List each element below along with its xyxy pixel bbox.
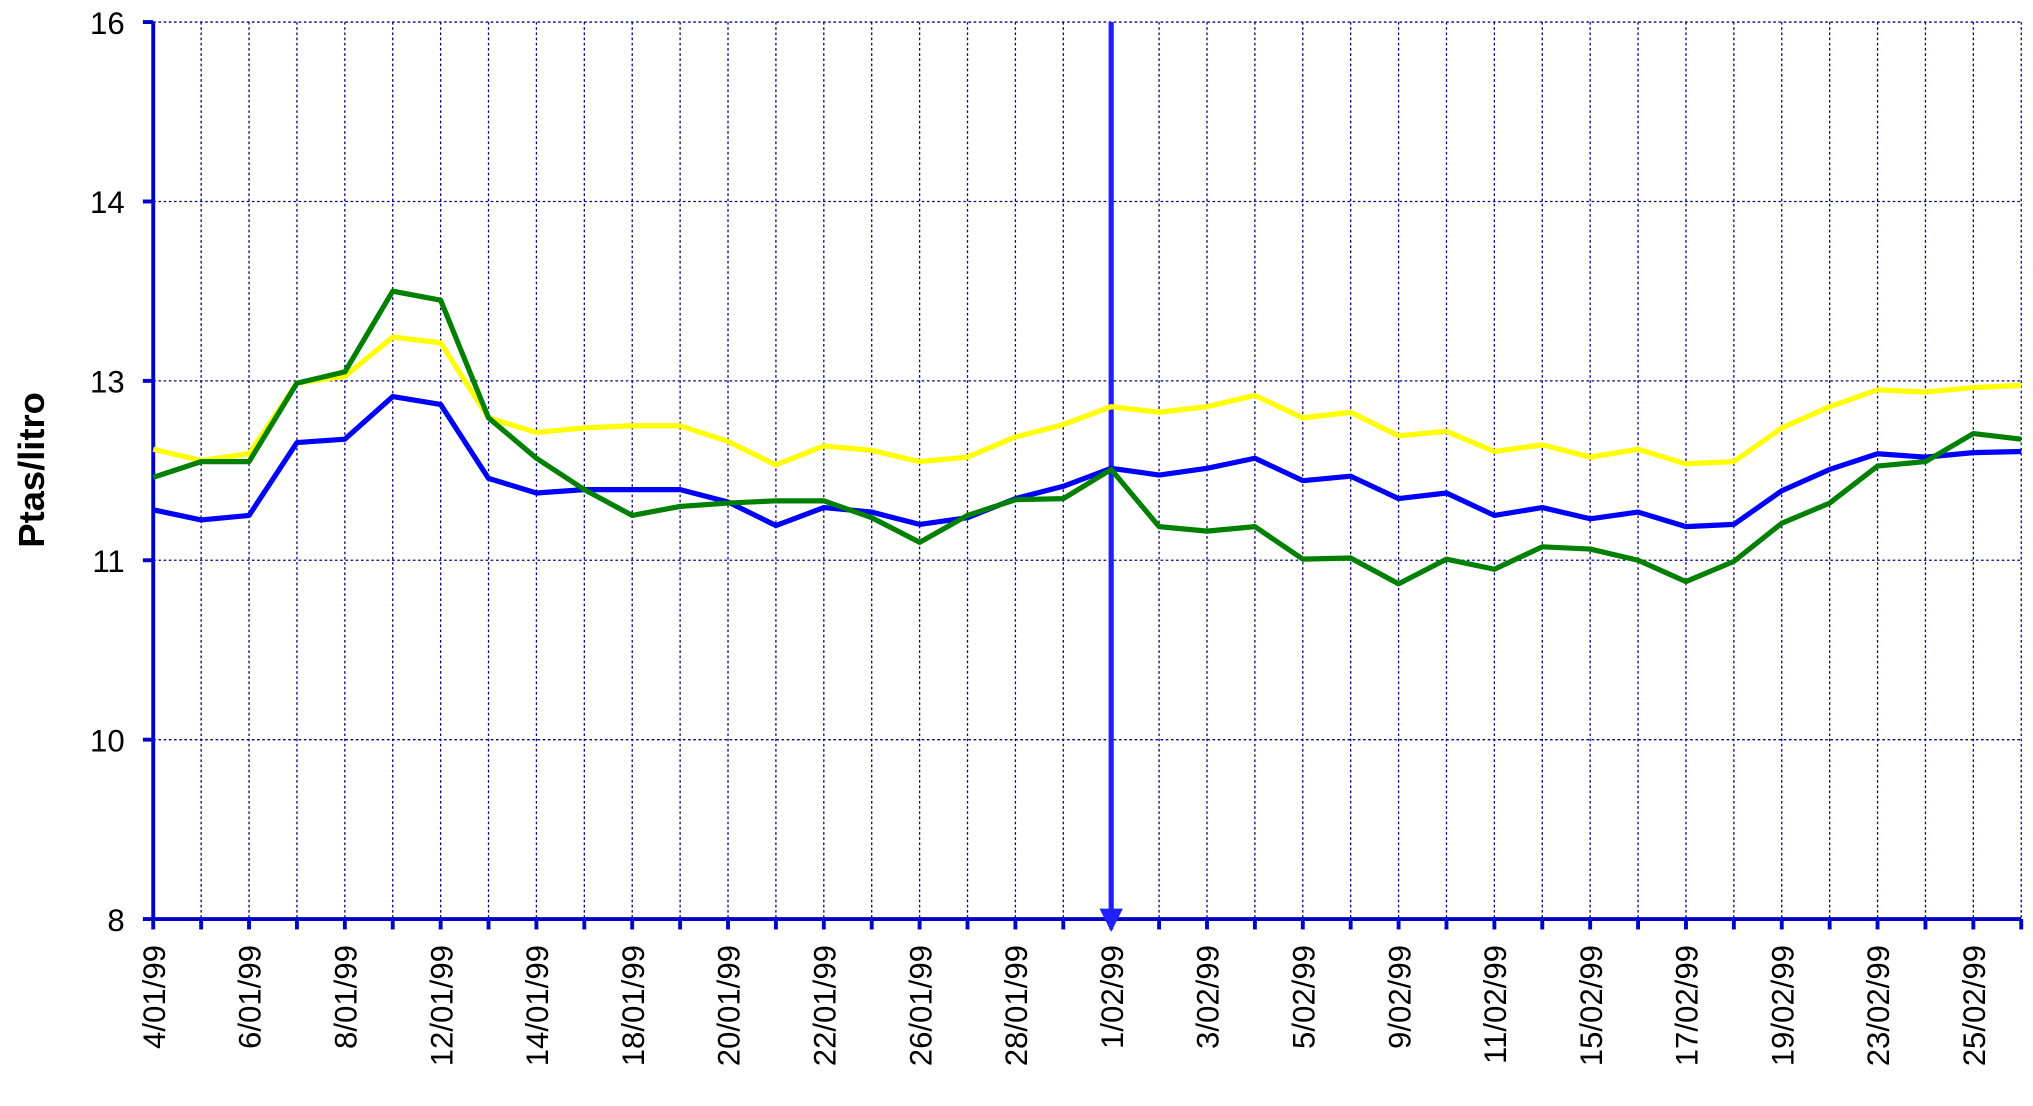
y-tick-label: 11 xyxy=(92,544,124,579)
x-tick-label: 3/02/99 xyxy=(1191,945,1226,1049)
series-line xyxy=(152,288,2022,587)
x-tick-label: 8/01/99 xyxy=(329,945,364,1049)
x-tick-label: 14/01/99 xyxy=(520,945,555,1066)
x-tick-label: 18/01/99 xyxy=(616,945,651,1066)
x-tick-label: 1/02/99 xyxy=(1095,945,1130,1049)
y-tick-label: 16 xyxy=(90,6,125,41)
x-tick-label: 5/02/99 xyxy=(1286,945,1321,1049)
x-tick-label: 15/02/99 xyxy=(1574,945,1609,1066)
y-axis-label: Ptas/litro xyxy=(11,392,52,547)
y-tick-label: 13 xyxy=(90,365,125,400)
y-tick-label: 8 xyxy=(107,903,124,938)
x-tick-label: 23/02/99 xyxy=(1861,945,1896,1066)
x-tick-label: 17/02/99 xyxy=(1670,945,1705,1066)
x-tick-label: 25/02/99 xyxy=(1957,945,1992,1066)
x-tick-label: 9/02/99 xyxy=(1382,945,1417,1049)
x-tick-label: 19/02/99 xyxy=(1765,945,1800,1066)
series-line xyxy=(152,393,2022,530)
marker-arrowhead xyxy=(1099,908,1123,933)
y-tick-label: 10 xyxy=(90,723,125,758)
x-tick-label: 6/01/99 xyxy=(233,945,268,1049)
x-tick-label: 28/01/99 xyxy=(999,945,1034,1066)
x-tick-label: 12/01/99 xyxy=(424,945,459,1066)
x-tick-label: 4/01/99 xyxy=(137,945,172,1049)
series-line xyxy=(152,334,2022,468)
x-tick-label: 26/01/99 xyxy=(903,945,938,1066)
x-tick-label: 22/01/99 xyxy=(807,945,842,1066)
y-tick-label: 14 xyxy=(90,185,125,220)
x-tick-label: 11/02/99 xyxy=(1478,945,1513,1064)
x-tick-label: 20/01/99 xyxy=(712,945,747,1066)
